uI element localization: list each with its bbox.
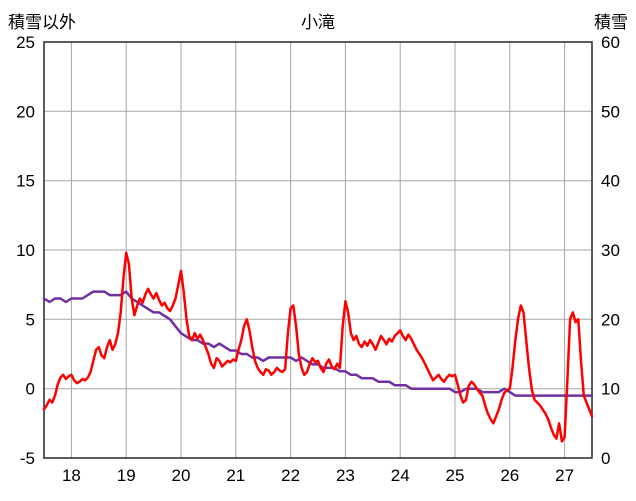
- left-tick-label: 5: [26, 310, 35, 329]
- x-tick-label: 22: [281, 466, 300, 485]
- x-tick-label: 25: [446, 466, 465, 485]
- left-tick-label: 0: [26, 380, 35, 399]
- x-tick-label: 19: [117, 466, 136, 485]
- chart-title: 小滝: [301, 13, 335, 32]
- x-tick-label: 21: [226, 466, 245, 485]
- x-tick-label: 27: [555, 466, 574, 485]
- series-non-snow: [42, 251, 594, 443]
- x-tick-label: 18: [62, 466, 81, 485]
- right-axis-label: 積雪: [594, 13, 628, 32]
- x-tick-label: 26: [500, 466, 519, 485]
- x-tick-label: 24: [391, 466, 410, 485]
- right-tick-label: 10: [601, 380, 620, 399]
- x-tick-label: 23: [336, 466, 355, 485]
- right-tick-label: 0: [601, 449, 610, 468]
- right-tick-label: 60: [601, 33, 620, 52]
- left-tick-label: 25: [16, 33, 35, 52]
- right-tick-label: 40: [601, 172, 620, 191]
- plot-border: [43, 41, 593, 459]
- left-tick-label: 15: [16, 172, 35, 191]
- left-axis-label: 積雪以外: [8, 13, 76, 32]
- left-tick-label: 10: [16, 241, 35, 260]
- x-tick-label: 20: [172, 466, 191, 485]
- left-tick-label: 20: [16, 102, 35, 121]
- right-tick-label: 20: [601, 310, 620, 329]
- right-tick-label: 50: [601, 102, 620, 121]
- right-tick-label: 30: [601, 241, 620, 260]
- left-tick-label: -5: [20, 449, 35, 468]
